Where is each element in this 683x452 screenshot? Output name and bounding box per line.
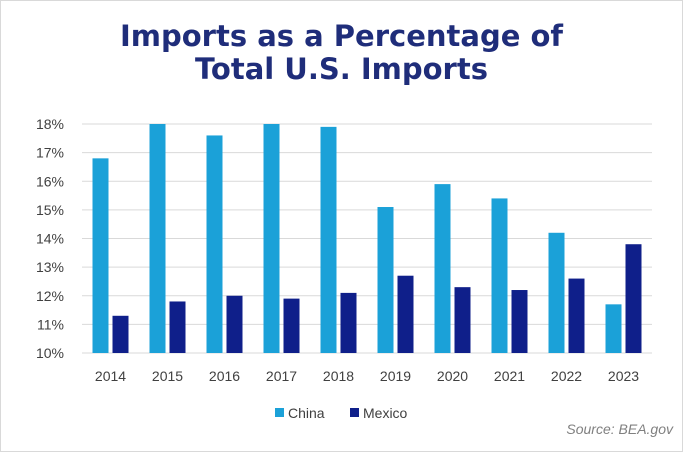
legend-label-china: China — [288, 405, 325, 421]
bar-china — [434, 184, 451, 353]
y-tick-label: 10% — [36, 345, 64, 361]
chart-title: Imports as a Percentage of Total U.S. Im… — [0, 20, 683, 86]
bar-mexico — [625, 244, 642, 353]
y-tick-label: 18% — [36, 116, 64, 132]
legend-label-mexico: Mexico — [363, 405, 408, 421]
bar-china — [377, 207, 394, 353]
bar-china — [92, 158, 109, 353]
x-tick-label: 2018 — [323, 368, 354, 384]
x-tick-label: 2016 — [209, 368, 240, 384]
bar-mexico — [283, 298, 300, 353]
bar-china — [605, 304, 622, 353]
y-tick-label: 16% — [36, 173, 64, 189]
source-note: Source: BEA.gov — [566, 421, 673, 437]
x-tick-label: 2022 — [551, 368, 582, 384]
x-tick-label: 2014 — [95, 368, 126, 384]
y-tick-label: 17% — [36, 145, 64, 161]
x-tick-label: 2015 — [152, 368, 183, 384]
x-tick-label: 2017 — [266, 368, 297, 384]
chart-title-line-1: Imports as a Percentage of — [119, 19, 564, 53]
x-tick-label: 2021 — [494, 368, 525, 384]
bar-mexico — [397, 275, 414, 353]
legend-swatch-china — [275, 408, 284, 417]
y-tick-label: 13% — [36, 259, 64, 275]
bar-mexico — [511, 290, 528, 353]
x-tick-label: 2020 — [437, 368, 468, 384]
bar-mexico — [454, 287, 471, 353]
bar-mexico — [169, 301, 186, 353]
y-tick-label: 11% — [37, 316, 64, 332]
bar-mexico — [226, 295, 243, 353]
bar-mexico — [112, 315, 129, 353]
chart-title-line-2: Total U.S. Imports — [194, 52, 488, 86]
y-tick-label: 15% — [36, 202, 64, 218]
legend-swatch-mexico — [350, 408, 359, 417]
bar-china — [320, 126, 337, 353]
x-tick-label: 2023 — [608, 368, 639, 384]
x-tick-label: 2019 — [380, 368, 411, 384]
bar-china — [263, 124, 280, 353]
bar-mexico — [340, 292, 357, 353]
y-tick-label: 14% — [36, 231, 64, 247]
bar-china — [206, 135, 223, 353]
bar-mexico — [568, 278, 585, 353]
bar-china — [491, 198, 508, 353]
bar-china — [548, 232, 565, 353]
bar-china — [149, 124, 166, 353]
y-tick-label: 12% — [36, 288, 64, 304]
